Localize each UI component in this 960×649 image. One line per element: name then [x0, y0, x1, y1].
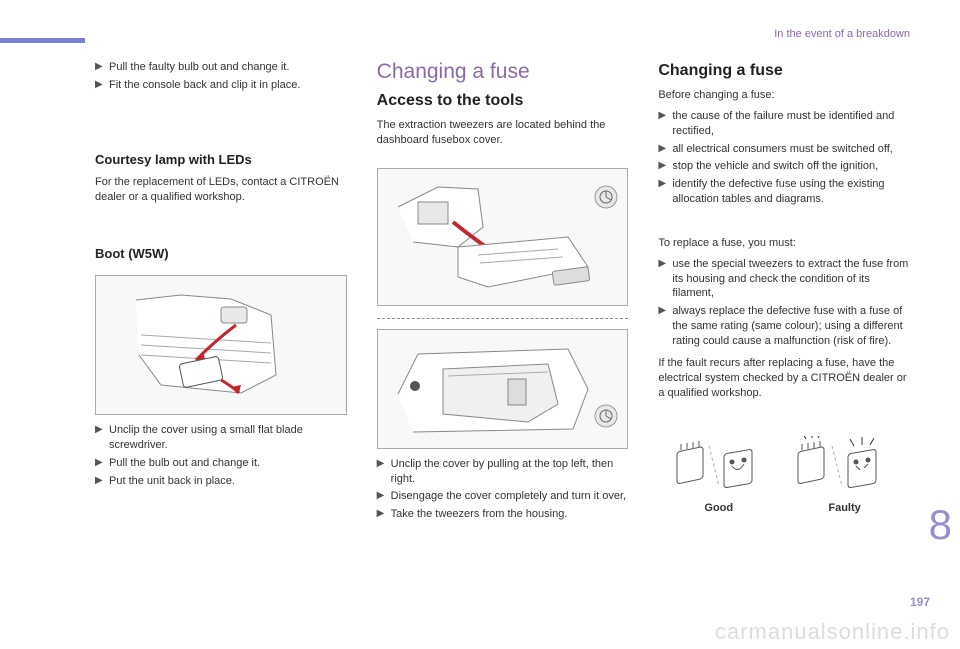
bullet-text: Put the unit back in place. — [109, 474, 347, 489]
bullet-list: ▶ Unclip the cover using a small flat bl… — [95, 423, 347, 491]
bullet-icon: ▶ — [377, 507, 391, 521]
list-item: ▶ always replace the defective fuse with… — [658, 304, 910, 349]
bullet-list: ▶ use the special tweezers to extract th… — [658, 257, 910, 352]
bullet-icon: ▶ — [377, 489, 391, 503]
heading-changing-fuse-title: Changing a fuse — [377, 60, 629, 84]
list-item: ▶ Take the tweezers from the housing. — [377, 507, 629, 522]
list-item: ▶ Disengage the cover completely and tur… — [377, 489, 629, 504]
list-item: ▶ all electrical consumers must be switc… — [658, 142, 910, 157]
list-item: ▶ Fit the console back and clip it in pl… — [95, 78, 347, 93]
list-item: ▶ Unclip the cover using a small flat bl… — [95, 423, 347, 453]
list-item: ▶ Pull the faulty bulb out and change it… — [95, 60, 347, 75]
page-number: 197 — [910, 595, 930, 609]
bullet-text: Unclip the cover by pulling at the top l… — [391, 457, 629, 487]
list-item: ▶ identify the defective fuse using the … — [658, 177, 910, 207]
bullet-list: ▶ Pull the faulty bulb out and change it… — [95, 60, 347, 96]
bullet-icon: ▶ — [95, 423, 109, 437]
bullet-text: Unclip the cover using a small flat blad… — [109, 423, 347, 453]
bullet-icon: ▶ — [658, 257, 672, 271]
bullet-text: Take the tweezers from the housing. — [391, 507, 629, 522]
watermark: carmanualsonline.info — [715, 619, 950, 645]
fuse-good: Good — [669, 436, 769, 514]
bullet-text: Pull the bulb out and change it. — [109, 456, 347, 471]
list-item: ▶ stop the vehicle and switch off the ig… — [658, 159, 910, 174]
bullet-list: ▶ Unclip the cover by pulling at the top… — [377, 457, 629, 525]
bullet-list: ▶ the cause of the failure must be ident… — [658, 109, 910, 210]
divider-dashed — [377, 318, 629, 319]
column-1: ▶ Pull the faulty bulb out and change it… — [95, 60, 347, 619]
fuse-faulty: Faulty — [790, 436, 900, 514]
bullet-text: Fit the console back and clip it in plac… — [109, 78, 347, 93]
chapter-number: 8 — [929, 501, 952, 549]
bullet-icon: ▶ — [658, 159, 672, 173]
bullet-icon: ▶ — [95, 78, 109, 92]
bullet-icon: ▶ — [658, 109, 672, 123]
fusebox-illustration-bottom — [377, 329, 629, 449]
column-3: Changing a fuse Before changing a fuse: … — [658, 60, 910, 619]
page-content: ▶ Pull the faulty bulb out and change it… — [95, 60, 910, 619]
bullet-text: the cause of the failure must be identif… — [672, 109, 910, 139]
bullet-text: Disengage the cover completely and turn … — [391, 489, 629, 504]
fusebox-illustration-top — [377, 168, 629, 306]
bullet-icon: ▶ — [658, 177, 672, 191]
fuse-faulty-label: Faulty — [790, 502, 900, 514]
paragraph: If the fault recurs after replacing a fu… — [658, 356, 910, 401]
bullet-icon: ▶ — [658, 304, 672, 318]
paragraph: The extraction tweezers are located behi… — [377, 118, 629, 148]
list-item: ▶ Put the unit back in place. — [95, 474, 347, 489]
boot-illustration — [95, 275, 347, 415]
bullet-text: stop the vehicle and switch off the igni… — [672, 159, 910, 174]
heading-changing-fuse: Changing a fuse — [658, 62, 910, 80]
paragraph: To replace a fuse, you must: — [658, 236, 910, 251]
bullet-text: use the special tweezers to extract the … — [672, 257, 910, 302]
fuse-good-label: Good — [669, 502, 769, 514]
list-item: ▶ use the special tweezers to extract th… — [658, 257, 910, 302]
list-item: ▶ Unclip the cover by pulling at the top… — [377, 457, 629, 487]
heading-courtesy-lamp: Courtesy lamp with LEDs — [95, 152, 347, 167]
bullet-icon: ▶ — [95, 456, 109, 470]
paragraph: For the replacement of LEDs, contact a C… — [95, 175, 347, 205]
bullet-icon: ▶ — [95, 474, 109, 488]
heading-boot: Boot (W5W) — [95, 246, 347, 261]
section-header: In the event of a breakdown — [774, 28, 910, 40]
fuse-diagram-row: Good — [658, 436, 910, 514]
bullet-icon: ▶ — [95, 60, 109, 74]
column-2: Changing a fuse Access to the tools The … — [377, 60, 629, 619]
bullet-text: all electrical consumers must be switche… — [672, 142, 910, 157]
header-accent-bar — [0, 38, 85, 43]
heading-access-tools: Access to the tools — [377, 92, 629, 110]
list-item: ▶ the cause of the failure must be ident… — [658, 109, 910, 139]
bullet-text: Pull the faulty bulb out and change it. — [109, 60, 347, 75]
paragraph: Before changing a fuse: — [658, 88, 910, 103]
bullet-icon: ▶ — [658, 142, 672, 156]
bullet-icon: ▶ — [377, 457, 391, 471]
list-item: ▶ Pull the bulb out and change it. — [95, 456, 347, 471]
bullet-text: identify the defective fuse using the ex… — [672, 177, 910, 207]
bullet-text: always replace the defective fuse with a… — [672, 304, 910, 349]
